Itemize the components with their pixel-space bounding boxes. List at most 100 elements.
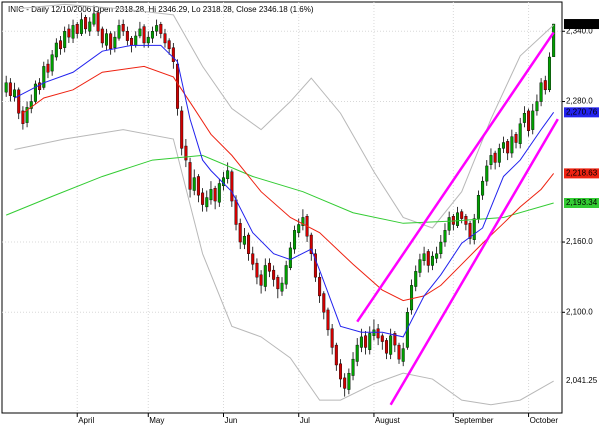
candle-body: [121, 24, 125, 32]
chart-title: INIC - Daily 12/10/2006 Open 2318.28, Hi…: [8, 5, 314, 14]
candle-body: [242, 235, 246, 245]
candle-body: [435, 253, 439, 259]
candle-body: [384, 340, 388, 354]
value-label-box: [564, 107, 599, 118]
indicator-line: [389, 118, 559, 406]
value-label: 2,270.76: [566, 107, 598, 116]
candle-body: [418, 259, 422, 273]
candle-body: [347, 372, 351, 390]
candle-body: [117, 25, 121, 39]
candle-body: [481, 180, 485, 196]
candle-body: [42, 66, 46, 88]
plot-frame: [1, 1, 563, 414]
x-tick-label: April: [78, 416, 94, 425]
candle-body: [318, 276, 322, 297]
candle-body: [405, 312, 409, 348]
candle-body: [67, 28, 71, 38]
x-tick-label: Jul: [300, 416, 310, 425]
candle-body: [247, 234, 251, 254]
candle-body: [368, 333, 372, 350]
candle-body: [29, 101, 33, 109]
candle-body: [50, 54, 54, 72]
candle-body: [259, 274, 263, 286]
candle-body: [84, 17, 88, 30]
candle-body: [410, 285, 414, 311]
candle-body: [330, 328, 334, 348]
candle-body: [301, 217, 305, 226]
candle-body: [334, 344, 338, 366]
candle-body: [142, 26, 146, 44]
x-tick-label: October: [530, 416, 559, 425]
value-label-box: [564, 168, 599, 179]
candle-body: [389, 335, 393, 355]
candle-body: [422, 253, 426, 261]
x-tick-label: May: [149, 416, 164, 425]
candle-body: [376, 328, 380, 339]
x-tick-label: August: [375, 416, 401, 425]
candle-body: [188, 162, 192, 190]
candle-body: [138, 28, 142, 37]
candle-body: [21, 110, 25, 124]
candle-body: [217, 183, 221, 203]
candle-body: [351, 358, 355, 376]
candle-body: [493, 152, 497, 163]
candle-body: [355, 344, 359, 362]
candle-body: [201, 192, 205, 205]
candle-body: [293, 230, 297, 250]
indicator-line: [14, 44, 555, 338]
candle-body: [543, 80, 547, 91]
candle-body: [380, 335, 384, 342]
candle-body: [276, 276, 280, 290]
candle-body: [146, 36, 150, 44]
candle-body: [33, 83, 37, 102]
candle-body: [100, 28, 104, 44]
candle-body: [155, 25, 159, 32]
candle-body: [547, 56, 551, 91]
y-tick-label: 2,340.0: [566, 26, 593, 35]
candle-body: [176, 63, 180, 109]
candle-body: [343, 377, 347, 389]
plot-area: [2, 2, 562, 413]
candle-body: [485, 165, 489, 182]
candle-body: [192, 177, 196, 191]
candle-body: [443, 230, 447, 243]
candle-body: [460, 211, 464, 219]
candle-body: [17, 89, 21, 114]
candle-body: [230, 171, 234, 202]
candle-body: [134, 35, 138, 46]
candle-body: [159, 24, 163, 34]
value-label-box: [564, 198, 599, 209]
candle-body: [326, 309, 330, 331]
candle-body: [393, 333, 397, 346]
candle-body: [38, 82, 42, 91]
value-label: 2,218.63: [566, 168, 598, 177]
candle-body: [510, 136, 514, 154]
candle-body: [439, 241, 443, 254]
candle-body: [109, 33, 113, 50]
candle-body: [531, 110, 535, 130]
y-tick-label: 2,100.0: [566, 307, 593, 316]
candle-body: [552, 23, 556, 57]
candle-body: [372, 329, 376, 336]
x-tick-label: Jun: [224, 416, 237, 425]
candle-body: [226, 170, 230, 180]
candle-body: [88, 21, 92, 32]
candle-body: [180, 110, 184, 149]
candle-body: [171, 47, 175, 62]
candle-body: [297, 224, 301, 233]
candle-body: [288, 247, 292, 269]
candle-body: [8, 82, 12, 96]
value-label: 2,193.34: [566, 198, 598, 207]
candle-body: [251, 253, 255, 265]
indicator-line: [14, 129, 554, 406]
close-label-box: [564, 19, 599, 30]
candle-body: [430, 255, 434, 266]
candle-body: [451, 216, 455, 225]
candle-body: [397, 344, 401, 360]
candle-body: [213, 187, 217, 202]
candle-body: [104, 33, 108, 46]
candle-body: [267, 262, 271, 272]
candle-body: [54, 42, 58, 58]
candle-body: [476, 195, 480, 219]
